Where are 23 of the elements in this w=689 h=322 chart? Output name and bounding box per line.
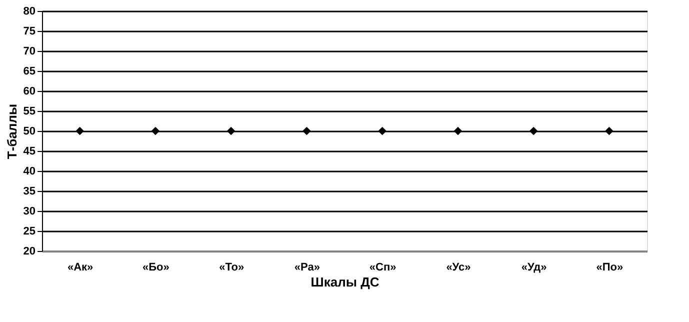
x-tick-label: «Уд» xyxy=(521,262,547,274)
y-tick-label: 50 xyxy=(23,126,36,138)
x-tick-label: «Ус» xyxy=(446,262,471,274)
y-tick-label: 55 xyxy=(23,106,36,118)
y-axis-title: Т-баллы xyxy=(4,104,20,160)
y-tick-label: 60 xyxy=(23,86,36,98)
x-axis-title: Шкалы ДС xyxy=(310,274,380,290)
y-tick-label: 20 xyxy=(23,246,36,258)
y-tick-label: 30 xyxy=(23,206,36,218)
y-tick-label: 35 xyxy=(23,186,36,198)
x-tick-label: «Бо» xyxy=(142,262,170,274)
y-tick-label: 70 xyxy=(23,46,36,58)
y-tick-label: 40 xyxy=(23,166,36,178)
y-tick-label: 25 xyxy=(23,226,36,238)
x-tick-label: «Ра» xyxy=(294,262,320,274)
y-tick-label: 75 xyxy=(23,26,36,38)
y-tick-label: 65 xyxy=(23,66,36,78)
x-tick-label: «Ак» xyxy=(67,262,94,274)
x-tick-label: «По» xyxy=(596,262,624,274)
x-tick-label: «Сп» xyxy=(369,262,396,274)
y-tick-label: 80 xyxy=(23,6,36,18)
y-tick-label: 45 xyxy=(23,146,36,158)
x-tick-label: «То» xyxy=(219,262,244,274)
